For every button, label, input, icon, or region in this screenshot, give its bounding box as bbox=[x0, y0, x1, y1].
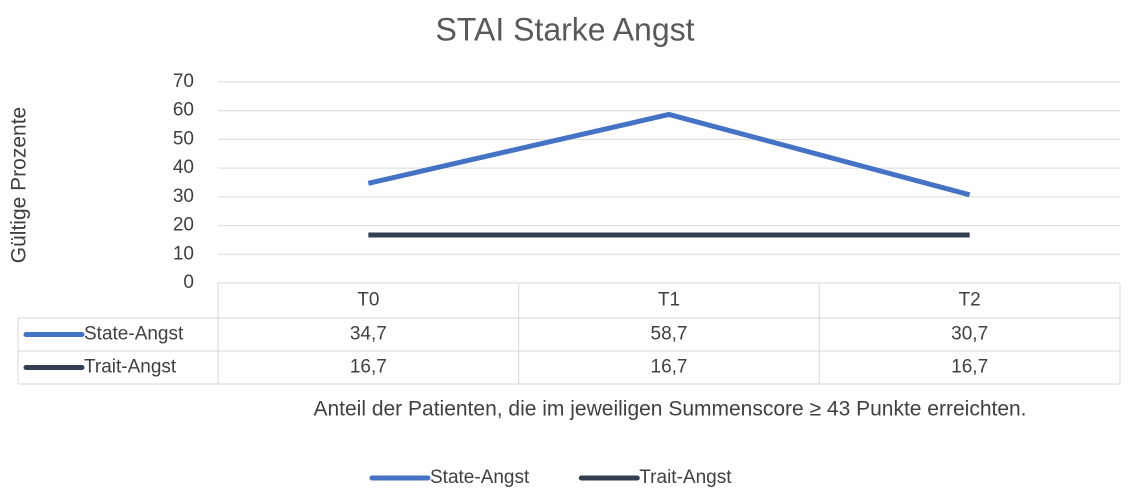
series-line bbox=[367, 111, 971, 198]
y-tick-label: 60 bbox=[173, 100, 194, 121]
y-tick-label: 70 bbox=[173, 71, 194, 92]
legend-label: Trait-Angst bbox=[639, 467, 732, 488]
table-cell: 16,7 bbox=[350, 357, 387, 378]
legend-label: State-Angst bbox=[430, 467, 530, 488]
x-tick-label: T1 bbox=[658, 290, 680, 311]
y-axis-label: Gültige Prozente bbox=[8, 107, 31, 263]
table-row-label: Trait-Angst bbox=[84, 357, 177, 378]
y-tick-label: 40 bbox=[173, 157, 194, 178]
y-tick-label: 30 bbox=[173, 186, 194, 207]
table-cell: 16,7 bbox=[951, 357, 988, 378]
table-cell: 58,7 bbox=[651, 324, 688, 345]
chart-title: STAI Starke Angst bbox=[435, 11, 694, 47]
y-tick-label: 0 bbox=[183, 272, 194, 293]
x-tick-label: T2 bbox=[959, 290, 981, 311]
x-axis-label: Anteil der Patienten, die im jeweiligen … bbox=[313, 398, 1026, 421]
y-tick-label: 20 bbox=[173, 215, 194, 236]
table-row-label: State-Angst bbox=[84, 324, 184, 345]
table-cell: 34,7 bbox=[350, 324, 387, 345]
table-cell: 30,7 bbox=[951, 324, 988, 345]
table-cell: 16,7 bbox=[651, 357, 688, 378]
y-tick-label: 10 bbox=[173, 243, 194, 264]
x-tick-label: T0 bbox=[357, 290, 379, 311]
y-tick-label: 50 bbox=[173, 128, 194, 149]
